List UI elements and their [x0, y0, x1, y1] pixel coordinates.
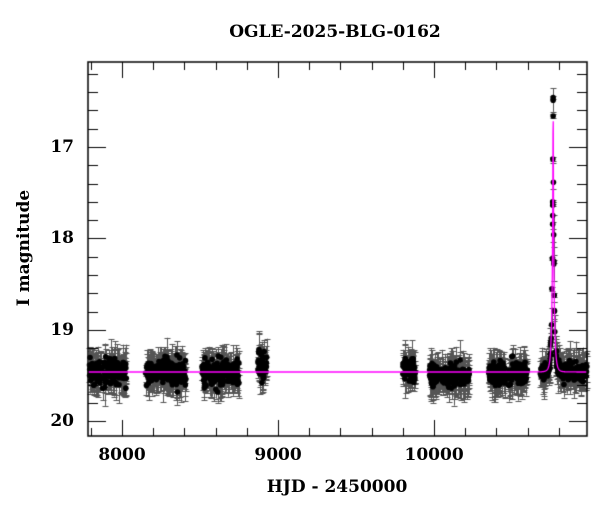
y-tick-label: 17 [50, 137, 74, 158]
x-tick-label: 10000 [404, 445, 464, 465]
x-tick-label: 9000 [254, 445, 302, 465]
y-axis-label: I magnitude [14, 189, 34, 307]
y-tick-label: 20 [50, 411, 74, 432]
y-tick-label: 18 [50, 228, 74, 249]
chart-title: OGLE-2025-BLG-0162 [229, 22, 441, 42]
x-axis-label: HJD - 2450000 [266, 477, 408, 497]
x-tick-label: 8000 [98, 445, 146, 465]
y-tick-label: 19 [50, 319, 74, 340]
